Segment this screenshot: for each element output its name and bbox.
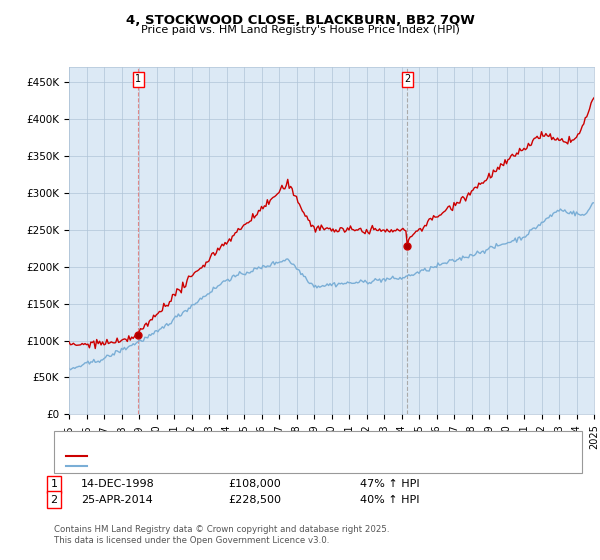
Text: 2: 2 [404,74,410,84]
Text: 40% ↑ HPI: 40% ↑ HPI [360,494,419,505]
Text: 1: 1 [135,74,141,84]
Text: £228,500: £228,500 [228,494,281,505]
Text: 2: 2 [50,494,58,505]
Text: HPI: Average price, detached house, Blackburn with Darwen: HPI: Average price, detached house, Blac… [90,461,385,471]
Text: 4, STOCKWOOD CLOSE, BLACKBURN, BB2 7QW (detached house): 4, STOCKWOOD CLOSE, BLACKBURN, BB2 7QW (… [90,451,410,461]
Text: 4, STOCKWOOD CLOSE, BLACKBURN, BB2 7QW: 4, STOCKWOOD CLOSE, BLACKBURN, BB2 7QW [125,14,475,27]
Text: Price paid vs. HM Land Registry's House Price Index (HPI): Price paid vs. HM Land Registry's House … [140,25,460,35]
Text: 1: 1 [50,479,58,489]
Text: £108,000: £108,000 [228,479,281,489]
Text: 47% ↑ HPI: 47% ↑ HPI [360,479,419,489]
Text: 14-DEC-1998: 14-DEC-1998 [81,479,155,489]
Text: 25-APR-2014: 25-APR-2014 [81,494,153,505]
Text: Contains HM Land Registry data © Crown copyright and database right 2025.
This d: Contains HM Land Registry data © Crown c… [54,525,389,545]
